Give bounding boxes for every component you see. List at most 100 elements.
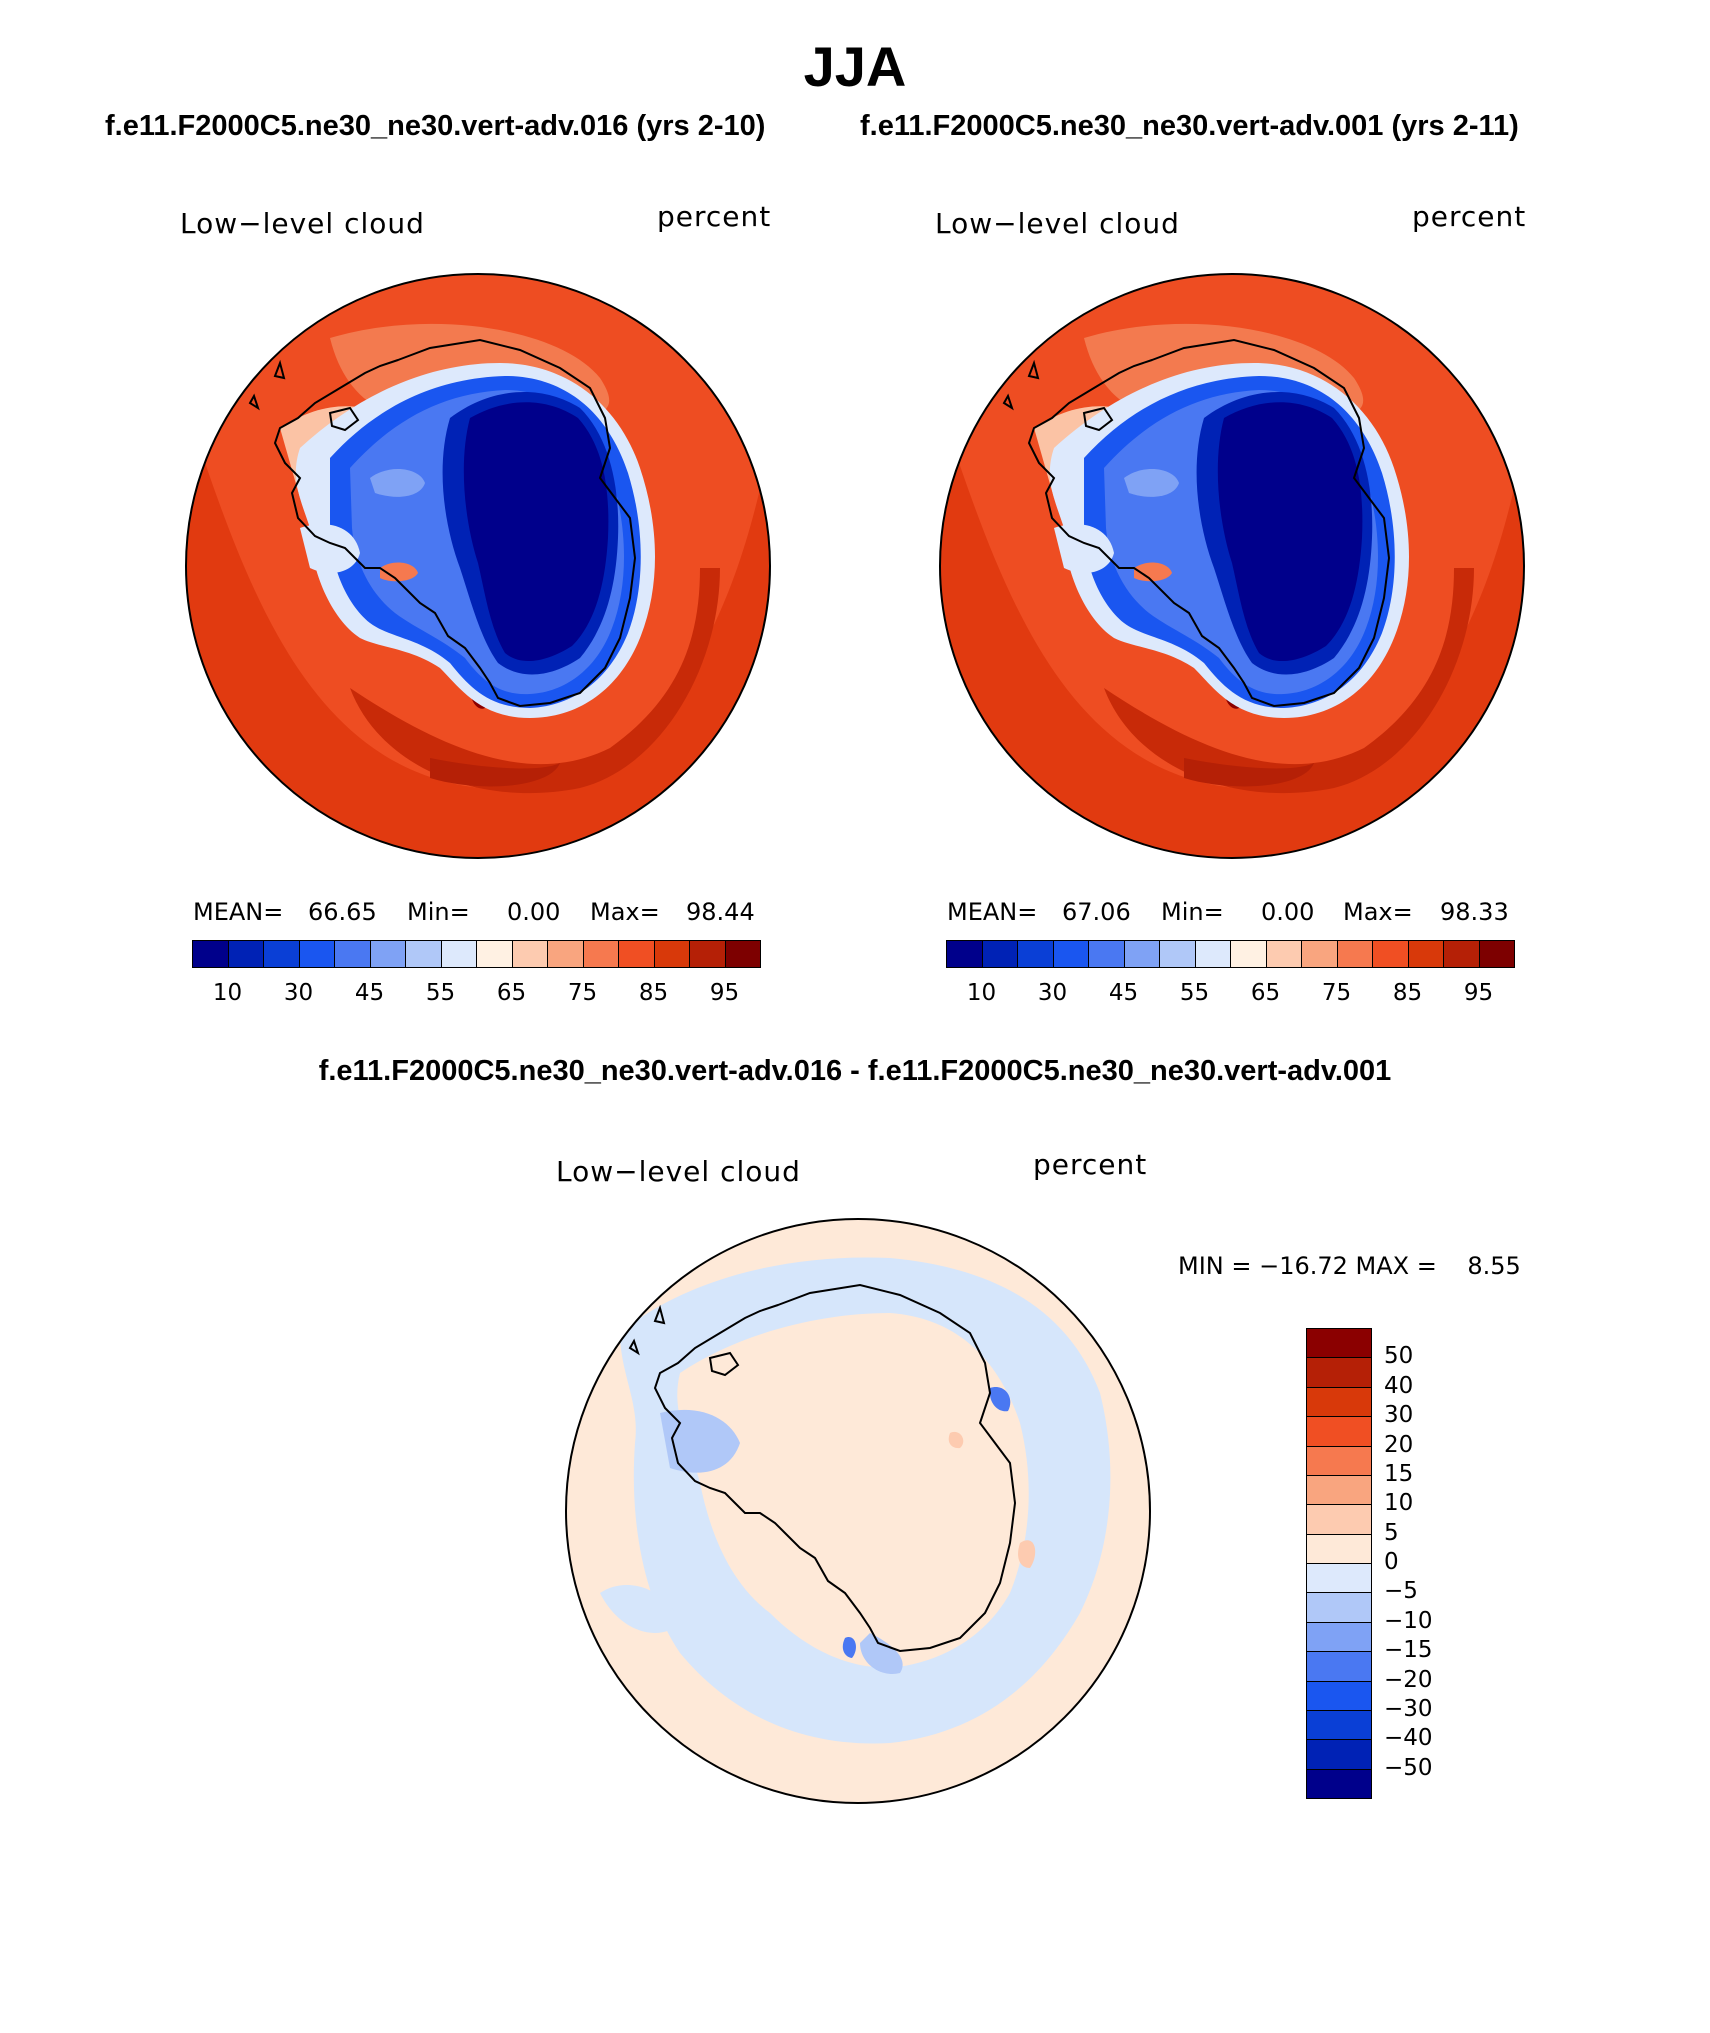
difference-colorbar-swatch [1306,1386,1372,1418]
right-colorbar-labels: 10 30 45 55 65 75 85 95 [946,980,1514,1010]
difference-colorbar-swatch [1306,1680,1372,1711]
difference-title: f.e11.F2000C5.ne30_ne30.vert-adv.016 - f… [318,1055,1392,1087]
left-colorbar-tick-label: 45 [354,980,385,1006]
right-units-label: percent [1412,200,1527,233]
left-units-label: percent [657,200,772,233]
right-colorbar-tick-label: 95 [1463,980,1494,1006]
left-colorbar-swatch [547,940,584,968]
right-colorbar-swatch [1230,940,1267,968]
left-colorbar-tick-label: 75 [567,980,598,1006]
difference-colorbar-tick-label: −30 [1384,1695,1433,1722]
left-polar-map [185,273,771,859]
left-colorbar-swatch [298,940,335,968]
right-colorbar-swatch [1265,940,1302,968]
difference-colorbar-tick-label: −50 [1384,1754,1433,1781]
right-colorbar-tick-label: 65 [1250,980,1281,1006]
right-colorbar-tick-label: 10 [966,980,997,1006]
right-colorbar-swatch [1478,940,1515,968]
difference-colorbar-tick-label: 20 [1384,1431,1414,1458]
difference-colorbar [1306,1328,1372,1799]
difference-colorbar-swatch [1306,1739,1372,1770]
diff-variable-label: Low−level cloud [556,1155,801,1188]
right-colorbar-tick-label: 75 [1321,980,1352,1006]
difference-colorbar-tick-label: −15 [1384,1637,1433,1664]
left-colorbar-swatch [618,940,655,968]
difference-colorbar-swatch [1306,1445,1372,1476]
right-mean-label: MEAN= [947,898,1038,926]
difference-colorbar-tick-label: −20 [1384,1666,1433,1693]
left-colorbar-swatch [334,940,371,968]
left-case-title: f.e11.F2000C5.ne30_ne30.vert-adv.016 (yr… [105,110,766,142]
left-colorbar-swatch [582,940,619,968]
difference-colorbar-labels: 50 40 30 20 15 10 5 0 −5 −10 −15 −20 −30 −40 −50 [1384,1328,1474,1798]
left-mean-value: 66.65 [308,898,377,926]
left-colorbar-swatch [689,940,726,968]
right-colorbar-swatch [946,940,983,968]
right-max-label: Max= [1343,898,1413,926]
difference-colorbar-swatch [1306,1328,1372,1359]
left-colorbar-swatch [192,940,229,968]
left-mean-label: MEAN= [193,898,284,926]
difference-colorbar-tick-label: 30 [1384,1402,1414,1429]
left-colorbar-swatch [440,940,477,968]
right-polar-map [939,273,1525,859]
left-colorbar-swatch [653,940,690,968]
left-colorbar-swatch [227,940,264,968]
right-colorbar-swatch [1372,940,1409,968]
right-case-title: f.e11.F2000C5.ne30_ne30.vert-adv.001 (yr… [860,110,1519,142]
right-max-value: 98.33 [1440,898,1509,926]
left-colorbar-swatch [405,940,442,968]
difference-colorbar-swatch [1306,1621,1372,1653]
left-colorbar-tick-label: 55 [425,980,456,1006]
difference-polar-map [565,1218,1151,1804]
diff-minmax: MIN = −16.72 MAX = 8.55 [1178,1252,1521,1280]
right-variable-label: Low−level cloud [935,207,1180,240]
left-colorbar-tick-label: 85 [638,980,669,1006]
right-colorbar-tick-label: 55 [1179,980,1210,1006]
diff-units-label: percent [1033,1148,1148,1181]
left-colorbar-tick-label: 30 [283,980,314,1006]
difference-colorbar-tick-label: 40 [1384,1372,1414,1399]
difference-colorbar-tick-label: 15 [1384,1460,1414,1487]
right-colorbar-swatch [1407,940,1444,968]
right-colorbar-swatch [1088,940,1125,968]
left-colorbar-tick-label: 65 [496,980,527,1006]
left-colorbar-swatch [476,940,513,968]
difference-colorbar-tick-label: −5 [1384,1578,1418,1605]
difference-colorbar-swatch [1306,1533,1372,1564]
right-min-label: Min= [1161,898,1224,926]
difference-colorbar-swatch [1306,1474,1372,1506]
difference-colorbar-tick-label: −40 [1384,1725,1433,1752]
right-colorbar-swatch [1123,940,1160,968]
right-colorbar-tick-label: 30 [1037,980,1068,1006]
difference-colorbar-swatch [1306,1768,1372,1799]
right-min-value: 0.00 [1261,898,1315,926]
left-colorbar-tick-label: 10 [212,980,243,1006]
difference-colorbar-swatch [1306,1651,1372,1682]
difference-colorbar-swatch [1306,1563,1372,1594]
difference-colorbar-swatch [1306,1709,1372,1741]
left-min-label: Min= [407,898,470,926]
page-title: JJA [803,35,907,98]
right-colorbar-swatch [1052,940,1089,968]
difference-colorbar-swatch [1306,1416,1372,1447]
right-colorbar [946,940,1515,968]
left-colorbar-swatch [263,940,300,968]
right-colorbar-swatch [1017,940,1054,968]
left-variable-label: Low−level cloud [180,207,425,240]
left-min-value: 0.00 [507,898,561,926]
difference-colorbar-tick-label: 0 [1384,1549,1399,1575]
right-colorbar-swatch [981,940,1018,968]
left-max-label: Max= [590,898,660,926]
right-colorbar-tick-label: 45 [1108,980,1139,1006]
left-max-value: 98.44 [686,898,755,926]
difference-colorbar-tick-label: 10 [1384,1490,1414,1517]
left-colorbar-swatch [369,940,406,968]
right-colorbar-swatch [1159,940,1196,968]
left-colorbar-labels: 10 30 45 55 65 75 85 95 [192,980,760,1010]
left-colorbar-swatch [724,940,761,968]
difference-colorbar-swatch [1306,1504,1372,1535]
difference-colorbar-swatch [1306,1592,1372,1623]
difference-colorbar-tick-label: 50 [1384,1343,1414,1370]
difference-colorbar-tick-label: 5 [1384,1519,1399,1546]
